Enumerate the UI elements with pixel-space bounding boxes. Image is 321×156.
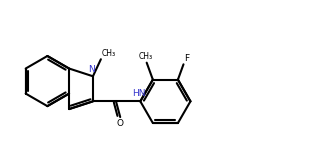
Text: N: N (88, 65, 95, 74)
Text: O: O (117, 119, 124, 128)
Text: HN: HN (132, 89, 146, 98)
Text: CH₃: CH₃ (139, 52, 153, 61)
Text: CH₃: CH₃ (102, 49, 116, 58)
Text: F: F (184, 54, 189, 63)
